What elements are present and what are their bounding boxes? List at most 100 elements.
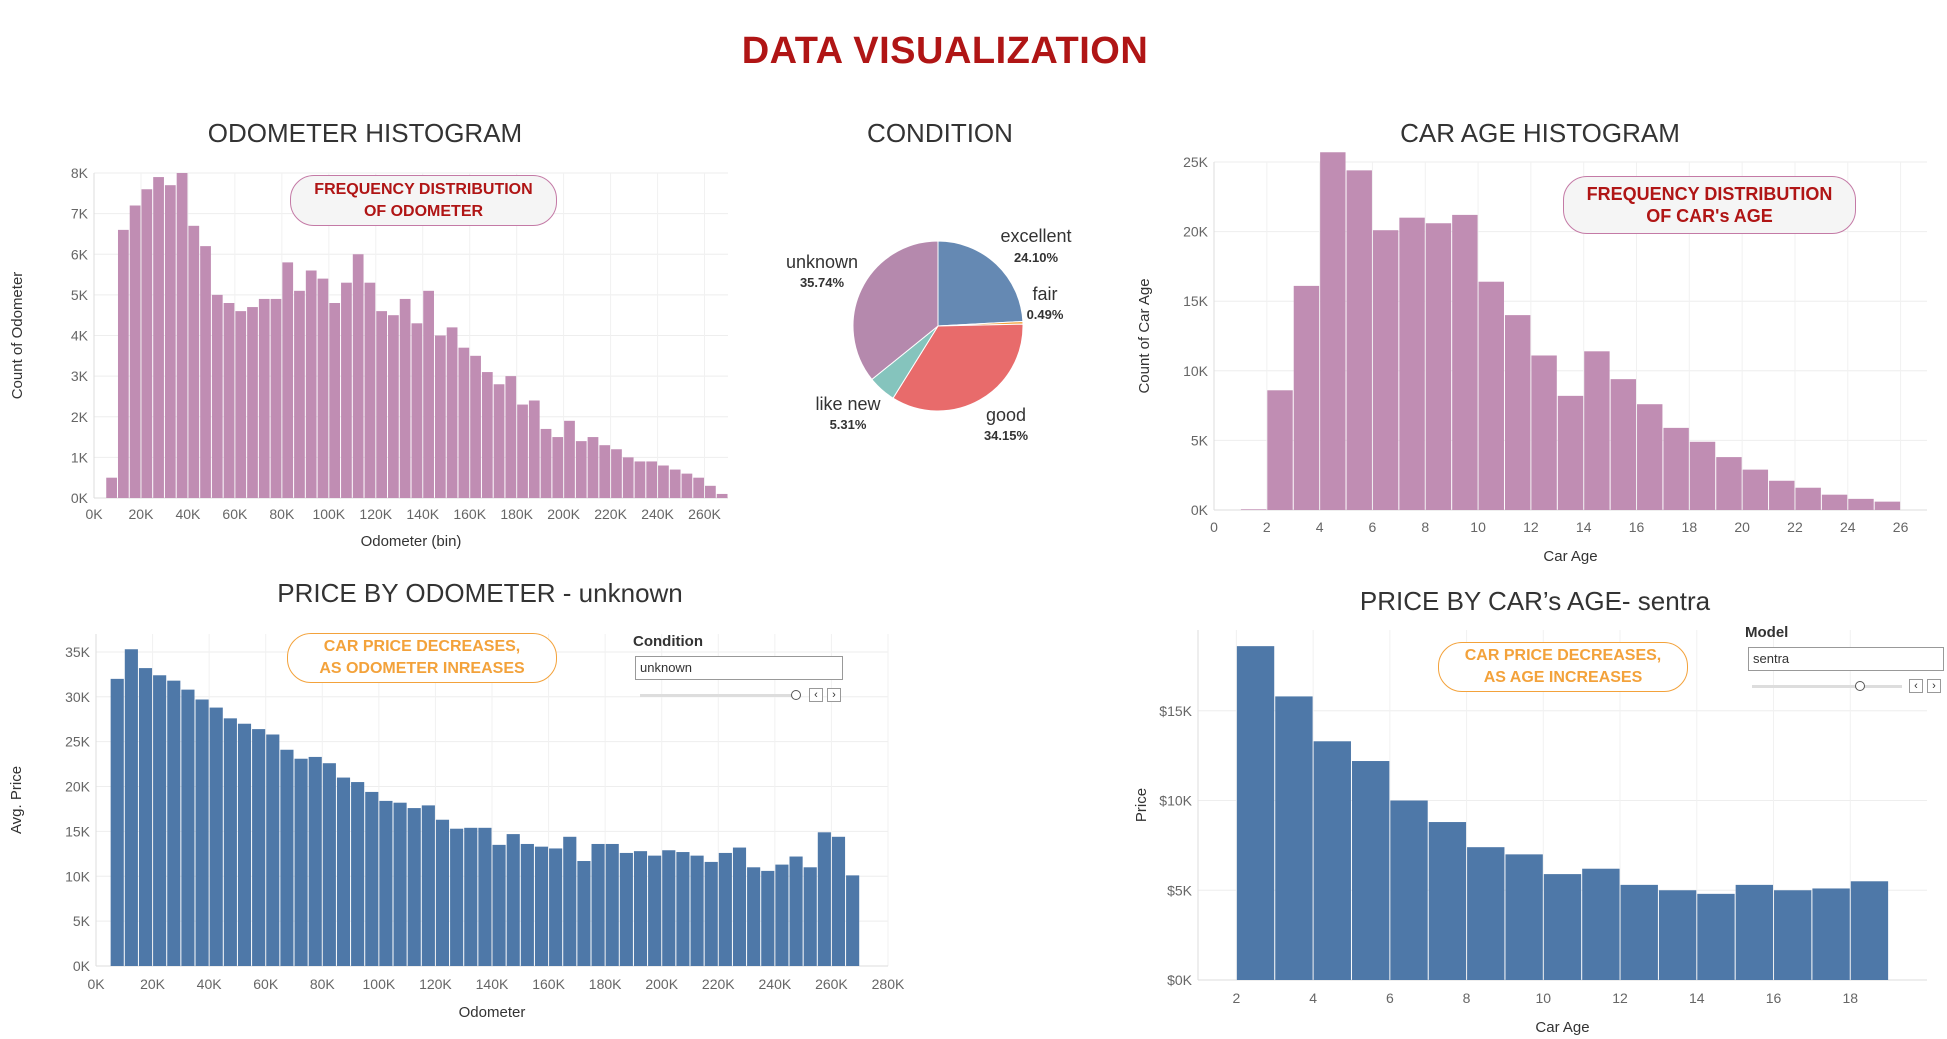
car-age-histogram-bar — [1267, 390, 1293, 510]
price-by-car-age-y-tick-label: $0K — [1167, 972, 1193, 988]
price-by-car-age-bar — [1390, 800, 1428, 980]
condition-filter-slider[interactable] — [640, 694, 800, 697]
odometer-histogram-bar — [329, 303, 341, 498]
odometer-histogram-x-tick-label: 260K — [688, 506, 721, 522]
price-by-car-age-bar — [1313, 741, 1351, 980]
car-age-histogram-bar — [1399, 217, 1425, 510]
price-by-odometer-y-tick-label: 35K — [65, 644, 91, 660]
price-by-car-age-bar — [1850, 881, 1889, 980]
price-by-odometer-bar — [803, 867, 817, 966]
model-filter-slider[interactable] — [1752, 685, 1902, 688]
odometer-histogram-bar — [235, 311, 247, 498]
price-by-car-age-x-tick-label: 12 — [1612, 990, 1628, 1006]
pie-pct-fair: 0.49% — [1027, 307, 1064, 322]
price-by-car-age-bar — [1351, 761, 1390, 980]
odometer-histogram-bar — [470, 355, 481, 498]
price-by-odometer-bar — [775, 864, 789, 966]
odometer-histogram-x-tick-label: 160K — [453, 506, 486, 522]
odometer-histogram-bar — [693, 477, 705, 498]
model-next-button[interactable]: › — [1927, 679, 1941, 693]
price-by-odometer-bar — [676, 852, 690, 966]
price-by-car-age-y-tick-label: $10K — [1159, 793, 1192, 809]
odometer-histogram-bar — [517, 404, 528, 498]
odometer-histogram-bar — [446, 327, 458, 498]
car-age-histogram-x-tick-label: 2 — [1263, 519, 1271, 535]
price-by-odometer-bar — [195, 699, 209, 966]
price-by-odometer-bar — [421, 805, 435, 966]
odometer-callout-line-2: OF ODOMETER — [363, 202, 484, 220]
odometer-histogram-x-tick-label: 100K — [312, 506, 345, 522]
odometer-histogram-bar — [599, 445, 611, 498]
car-age-histogram-bar — [1716, 457, 1742, 510]
price-by-odometer-bar — [846, 875, 860, 966]
condition-filter-slider-knob[interactable] — [791, 690, 801, 700]
price-by-odometer-bar — [153, 675, 167, 966]
pie-slice-good — [892, 323, 1024, 412]
car-age-histogram-x-tick-label: 6 — [1369, 519, 1377, 535]
price-by-odometer-bar — [365, 791, 379, 966]
price-by-car-age-x-axis-title: Car Age — [1535, 1019, 1589, 1036]
car-age-histogram-bar — [1610, 379, 1637, 510]
odometer-histogram-x-tick-label: 80K — [269, 506, 295, 522]
price-by-odometer-x-tick-label: 240K — [759, 976, 792, 992]
model-prev-button[interactable]: ‹ — [1909, 679, 1923, 693]
price-by-odometer-x-tick-label: 60K — [253, 976, 279, 992]
pie-label-unknown: unknown — [786, 252, 858, 272]
odometer-histogram-y-tick-label: 5K — [71, 287, 89, 303]
price-by-odometer-bar — [817, 832, 831, 966]
odometer-histogram-bar — [176, 173, 188, 498]
price-by-car-age-bar — [1774, 890, 1812, 980]
odometer-histogram-bar — [705, 485, 716, 498]
car-age-histogram-bar — [1848, 498, 1874, 510]
car-age-histogram-x-tick-label: 22 — [1787, 519, 1803, 535]
odometer-histogram-bar — [681, 473, 693, 498]
car-age-histogram-bar — [1504, 315, 1531, 510]
price-by-odometer-bar — [124, 649, 138, 966]
odometer-histogram-bar — [352, 254, 364, 498]
price-by-car-age-x-tick-label: 16 — [1766, 990, 1782, 1006]
price-by-odometer-bar — [577, 861, 591, 966]
price-by-car-age-bar — [1812, 888, 1850, 980]
price-by-odometer-bar — [732, 847, 747, 966]
car-age-histogram-x-tick-label: 14 — [1576, 519, 1592, 535]
odometer-histogram-bar — [634, 461, 646, 498]
model-filter-slider-knob[interactable] — [1855, 681, 1865, 691]
price-by-car-age-x-tick-label: 6 — [1386, 990, 1394, 1006]
price-by-odometer-bar — [506, 834, 520, 966]
price-by-odometer-bar — [110, 678, 124, 966]
model-filter-label: Model — [1745, 624, 1789, 641]
condition-prev-button[interactable]: ‹ — [809, 688, 823, 702]
odometer-histogram-bar — [564, 420, 575, 498]
model-filter-input[interactable]: sentra — [1748, 647, 1944, 671]
price-by-odometer-bar — [718, 852, 732, 966]
odometer-histogram-y-tick-label: 8K — [71, 165, 89, 181]
car-age-histogram-x-tick-label: 10 — [1470, 519, 1486, 535]
car-age-histogram-bar — [1346, 170, 1372, 511]
car-age-histogram-x-tick-label: 8 — [1421, 519, 1429, 535]
car-age-histogram-bar — [1689, 441, 1716, 510]
condition-next-button[interactable]: › — [827, 688, 841, 702]
price-by-odometer-x-tick-label: 140K — [476, 976, 509, 992]
odometer-histogram-bar — [434, 335, 446, 498]
car-age-histogram-bar — [1531, 355, 1557, 510]
odometer-histogram-y-tick-label: 4K — [71, 328, 89, 344]
car-age-histogram-x-tick-label: 0 — [1210, 519, 1218, 535]
price-age-callout-line-1: CAR PRICE DECREASES, — [1464, 647, 1662, 664]
odometer-histogram-x-tick-label: 20K — [129, 506, 155, 522]
dashboard-title: DATA VISUALIZATION — [741, 30, 1149, 72]
odometer-histogram-bar — [611, 449, 622, 498]
odometer-histogram-x-tick-label: 220K — [594, 506, 627, 522]
odometer-histogram-bar — [399, 298, 411, 498]
odometer-histogram-x-tick-label: 200K — [547, 506, 580, 522]
price-by-odometer-bar — [435, 819, 450, 966]
price-by-odometer-bar — [280, 749, 294, 966]
odometer-histogram-bar — [129, 205, 141, 498]
odometer-histogram-bar — [153, 177, 164, 498]
car-age-histogram-bar — [1557, 395, 1584, 510]
condition-filter-input[interactable]: unknown — [635, 656, 843, 680]
price-odometer-callout-line-1: CAR PRICE DECREASES, — [323, 638, 521, 655]
price-by-odometer-x-tick-label: 20K — [140, 976, 166, 992]
price-by-odometer-bar — [308, 756, 322, 966]
price-by-odometer-y-tick-label: 0K — [73, 958, 91, 974]
